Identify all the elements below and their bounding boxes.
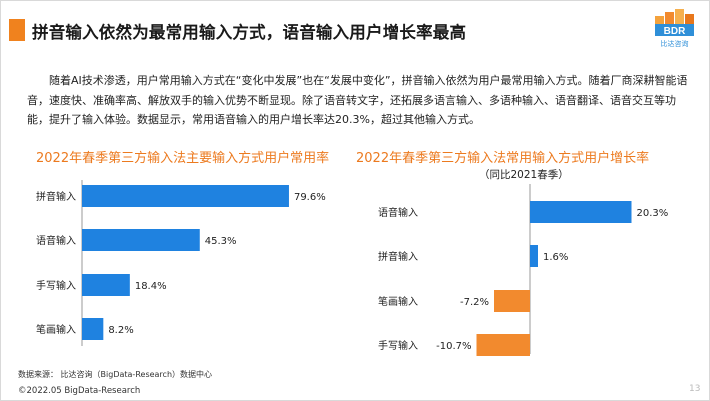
right-category-label: 语音输入 xyxy=(378,206,418,219)
right-value-label: -7.2% xyxy=(460,297,489,308)
page-number: 13 xyxy=(689,384,701,394)
left-category-label: 语音输入 xyxy=(36,234,76,247)
intro-paragraph: 随着AI技术渗透，用户常用输入方式在“变化中发展”也在“发展中变化”，拼音输入依… xyxy=(27,74,688,126)
left-value-label: 18.4% xyxy=(135,281,167,292)
right-bar xyxy=(530,201,632,223)
right-value-label: 20.3% xyxy=(637,208,669,219)
right-value-label: -10.7% xyxy=(436,341,471,352)
left-bar xyxy=(82,318,104,340)
right-bar xyxy=(494,290,530,312)
right-category-label: 笔画输入 xyxy=(378,295,418,308)
right-value-label: 1.6% xyxy=(543,252,568,263)
left-bar xyxy=(82,185,289,207)
right-bar xyxy=(476,334,530,356)
svg-text:比达咨询: 比达咨询 xyxy=(661,39,689,48)
data-source-note: 数据来源： 比达咨询（BigData-Research）数据中心 xyxy=(18,370,213,379)
left-value-label: 45.3% xyxy=(205,236,237,247)
left-category-label: 笔画输入 xyxy=(36,323,76,336)
left-value-label: 79.6% xyxy=(294,192,326,203)
left-chart-title: 2022年春季第三方输入法主要输入方式用户常用率 xyxy=(36,151,330,166)
bdr-logo: BDR 比达咨询 xyxy=(655,9,694,48)
right-bar xyxy=(530,245,538,267)
right-category-label: 拼音输入 xyxy=(378,250,418,263)
copyright-text: ©2022.05 BigData-Research xyxy=(18,386,141,396)
left-bar xyxy=(82,229,200,251)
title-accent-bar xyxy=(9,19,25,41)
slide-title: 拼音输入依然为最常用输入方式，语音输入用户增长率最高 xyxy=(32,23,467,42)
right-chart-title: 2022年春季第三方输入法常用输入方式用户增长率 xyxy=(356,151,650,166)
right-chart-subtitle: （同比2021春季） xyxy=(479,169,569,181)
right-category-label: 手写输入 xyxy=(378,339,418,352)
left-category-label: 手写输入 xyxy=(36,279,76,292)
svg-text:BDR: BDR xyxy=(664,26,686,37)
left-value-label: 8.2% xyxy=(108,325,133,336)
left-category-label: 拼音输入 xyxy=(36,190,76,203)
left-bar xyxy=(82,274,130,296)
